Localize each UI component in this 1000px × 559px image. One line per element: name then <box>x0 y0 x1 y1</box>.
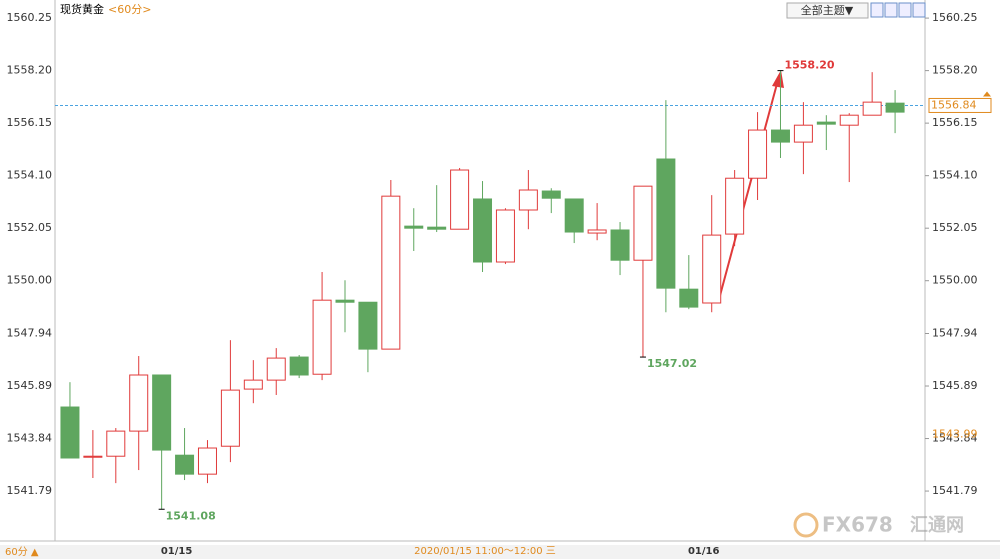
candle-body <box>793 124 813 143</box>
theme-button-label[interactable]: 全部主题▼ <box>801 3 854 17</box>
y-tick-label: 1550.00 <box>7 274 53 287</box>
chart-title: 现货黄金 <box>60 2 104 16</box>
toolbar-icons <box>870 2 926 18</box>
status-bar <box>0 545 1000 559</box>
candle-body <box>633 185 653 261</box>
low-label: 1547.02 <box>647 357 697 370</box>
icon[interactable] <box>912 2 926 18</box>
candle-body <box>518 189 538 211</box>
high-label: 1558.20 <box>784 59 834 72</box>
y-tick-label: 1547.94 <box>932 326 978 339</box>
candle-body <box>610 229 630 261</box>
y-tick-label: 1541.79 <box>7 484 53 497</box>
x-tick-label: 01/15 <box>161 546 193 557</box>
candle-body <box>748 129 768 179</box>
candle-body <box>197 447 217 475</box>
y-tick-label: 1556.15 <box>7 116 53 129</box>
candle-body <box>220 389 240 447</box>
candle-body <box>289 356 309 376</box>
candle-body <box>725 177 745 235</box>
watermark: FX678 汇通网 <box>793 512 964 538</box>
candle-body <box>152 374 172 451</box>
candle-body <box>83 455 103 458</box>
y-tick-label: 1543.84 <box>7 432 53 445</box>
candle-body <box>541 190 561 199</box>
watermark-text: FX678 <box>822 513 893 537</box>
candle-body <box>495 209 515 263</box>
candle-body <box>679 288 699 308</box>
period-label[interactable]: 60分 ▲ <box>5 546 39 558</box>
candle-body <box>358 301 378 350</box>
y-tick-label: 1550.00 <box>932 274 978 287</box>
y-tick-label: 1560.25 <box>7 11 53 24</box>
candle-body <box>106 430 126 457</box>
y-tick-label: 1545.89 <box>7 379 53 392</box>
candle-body <box>564 198 584 233</box>
candle-body <box>839 114 859 126</box>
candle-body <box>129 374 149 432</box>
candle-body <box>816 121 836 125</box>
watermark-logo <box>793 512 819 538</box>
y-tick-label: 1547.94 <box>7 326 53 339</box>
candle-body <box>770 129 790 143</box>
icon[interactable] <box>884 2 898 18</box>
candle-body <box>404 225 424 229</box>
arrow-head <box>772 70 784 88</box>
icon[interactable] <box>870 2 884 18</box>
price-marker-label: 1543.99 <box>932 428 978 441</box>
watermark-text: 汇通网 <box>910 515 964 536</box>
y-tick-label: 1554.10 <box>932 169 978 182</box>
y-tick-label: 1558.20 <box>932 64 978 77</box>
candle-body <box>312 299 332 375</box>
crosshair-label: 2020/01/15 11:00～12:00 三 <box>414 546 556 557</box>
candle-body <box>656 158 676 289</box>
candle-body <box>266 357 286 381</box>
y-tick-label: 1554.10 <box>7 169 53 182</box>
candle-body <box>862 101 882 116</box>
price-box <box>928 97 992 113</box>
price-arrow <box>983 91 991 97</box>
y-tick-label: 1560.25 <box>932 11 978 24</box>
theme-button[interactable] <box>786 2 869 19</box>
y-tick-label: 1558.20 <box>7 64 53 77</box>
candle-body <box>450 169 470 230</box>
candle-body <box>473 198 493 263</box>
candle-body <box>381 195 401 350</box>
y-tick-label: 1543.84 <box>932 432 978 445</box>
candle-body <box>335 299 355 303</box>
icon[interactable] <box>898 2 912 18</box>
price-label: 1556.84 <box>931 98 977 111</box>
candle-body <box>702 234 722 304</box>
candle-body <box>175 454 195 475</box>
y-tick-label: 1552.05 <box>7 221 53 234</box>
chart-subtitle: <60分> <box>108 3 151 16</box>
candle-body <box>885 102 905 113</box>
candle-body <box>587 229 607 234</box>
y-tick-label: 1552.05 <box>932 221 978 234</box>
y-tick-label: 1545.89 <box>932 379 978 392</box>
y-tick-label: 1541.79 <box>932 484 978 497</box>
candle-body <box>243 379 263 390</box>
candle-body <box>427 226 447 230</box>
candle-body <box>60 406 80 459</box>
low-label: 1541.08 <box>166 509 216 522</box>
x-tick-label: 01/16 <box>688 546 720 557</box>
trend-arrow <box>717 79 779 304</box>
y-tick-label: 1556.15 <box>932 116 978 129</box>
